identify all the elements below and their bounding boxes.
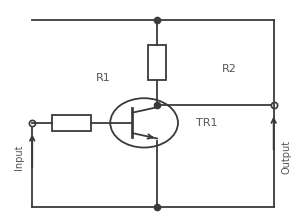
Text: R1: R1 bbox=[95, 73, 110, 83]
Text: Output: Output bbox=[282, 140, 292, 174]
Text: TR1: TR1 bbox=[196, 118, 217, 128]
Bar bbox=[52, 115, 91, 131]
Bar bbox=[148, 46, 166, 80]
Text: R2: R2 bbox=[222, 64, 237, 74]
Text: Input: Input bbox=[14, 144, 24, 170]
